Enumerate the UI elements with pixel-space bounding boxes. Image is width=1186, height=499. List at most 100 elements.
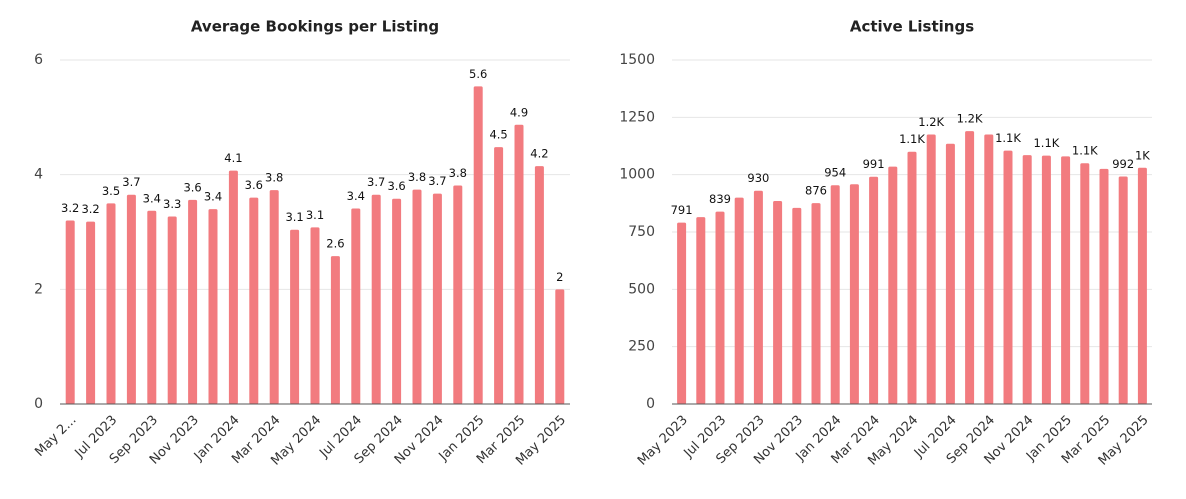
bar — [126, 194, 136, 404]
bar — [696, 217, 706, 404]
data-label: 1.1K — [1072, 144, 1098, 158]
chart-title: Average Bookings per Listing — [191, 18, 439, 36]
bar — [514, 124, 524, 404]
bar — [432, 193, 442, 404]
data-label: 3.6 — [387, 179, 405, 193]
y-tick-label: 4 — [34, 167, 43, 183]
bar — [188, 199, 198, 404]
y-tick-label: 6 — [34, 52, 43, 68]
data-label: 4.5 — [489, 128, 507, 142]
bar — [371, 194, 381, 404]
bar — [1041, 155, 1051, 404]
data-label: 3.1 — [285, 210, 303, 224]
x-tick-label: May 2023 — [635, 413, 691, 469]
data-label: 3.8 — [265, 171, 283, 185]
bar — [555, 289, 565, 404]
data-label: 1.2K — [957, 112, 983, 126]
data-label: 2.6 — [326, 237, 344, 251]
data-label: 839 — [709, 192, 731, 206]
bar — [984, 134, 994, 405]
data-label: 930 — [747, 171, 769, 185]
bar — [1137, 167, 1147, 404]
bar — [453, 185, 463, 404]
x-tick-label: May 2... — [32, 413, 79, 460]
data-label: 4.9 — [510, 105, 528, 119]
data-label: 1.1K — [899, 132, 925, 146]
data-label: 3.4 — [347, 189, 365, 203]
bar — [945, 143, 955, 404]
data-label: 3.4 — [143, 191, 161, 205]
data-label: 2 — [556, 270, 563, 284]
chart-title: Active Listings — [850, 18, 974, 36]
bar — [1099, 168, 1109, 404]
data-label: 3.5 — [102, 184, 120, 198]
data-label: 3.7 — [367, 175, 385, 189]
bar — [792, 207, 802, 404]
bar — [167, 216, 177, 404]
bar — [147, 210, 157, 404]
bar — [65, 220, 75, 404]
data-label: 3.6 — [245, 178, 263, 192]
bar — [888, 166, 898, 404]
bar — [830, 185, 840, 404]
data-label: 1K — [1135, 148, 1150, 162]
bar — [473, 86, 483, 404]
data-label: 1.1K — [1033, 136, 1059, 150]
bar — [926, 134, 936, 405]
data-label: 991 — [863, 157, 885, 171]
bar — [811, 203, 821, 404]
data-label: 3.1 — [306, 208, 324, 222]
bar — [208, 209, 218, 404]
data-label: 992 — [1112, 157, 1134, 171]
bar — [351, 208, 361, 404]
data-label: 5.6 — [469, 67, 487, 81]
data-label: 3.6 — [183, 180, 201, 194]
bar — [1003, 150, 1013, 404]
data-label: 3.8 — [408, 170, 426, 184]
data-label: 4.2 — [530, 147, 548, 161]
bar — [249, 197, 259, 404]
y-tick-label: 2 — [34, 281, 43, 297]
bar — [86, 221, 96, 404]
data-label: 3.3 — [163, 197, 181, 211]
data-label: 1.2K — [918, 115, 944, 129]
bar — [849, 184, 859, 404]
bar — [715, 211, 725, 404]
bar — [753, 190, 763, 404]
chart: Active Listings 0 250 500 750 1000 1250 1500 791… — [619, 18, 1152, 469]
bar — [773, 201, 783, 404]
bar — [677, 222, 687, 404]
y-tick-label: 1000 — [619, 167, 655, 183]
bar — [734, 197, 744, 404]
bar — [228, 170, 238, 404]
data-label: 3.7 — [428, 174, 446, 188]
bar — [965, 131, 975, 405]
bar — [310, 227, 320, 404]
data-label: 1.1K — [995, 131, 1021, 145]
bar — [907, 151, 917, 404]
bar — [869, 176, 879, 404]
data-label: 791 — [671, 203, 693, 217]
bar — [269, 190, 279, 404]
data-label: 4.1 — [224, 151, 242, 165]
data-label: 3.7 — [122, 175, 140, 189]
bar — [412, 189, 422, 404]
bar — [494, 147, 504, 404]
bar — [1061, 156, 1071, 404]
y-tick-label: 250 — [628, 339, 655, 355]
data-label: 3.2 — [61, 201, 79, 215]
y-tick-label: 0 — [34, 396, 43, 412]
bar — [534, 166, 544, 404]
y-tick-label: 750 — [628, 224, 655, 240]
y-tick-label: 0 — [646, 396, 655, 412]
bar — [106, 203, 116, 404]
data-label: 3.4 — [204, 190, 222, 204]
data-label: 954 — [824, 166, 846, 180]
y-tick-label: 1250 — [619, 109, 655, 125]
chart: Average Bookings per Listing 0 2 4 6 3.2 May 2… — [32, 18, 570, 469]
bar — [1118, 176, 1128, 404]
bar — [330, 256, 340, 404]
bar — [290, 229, 300, 404]
data-label: 3.8 — [449, 166, 467, 180]
